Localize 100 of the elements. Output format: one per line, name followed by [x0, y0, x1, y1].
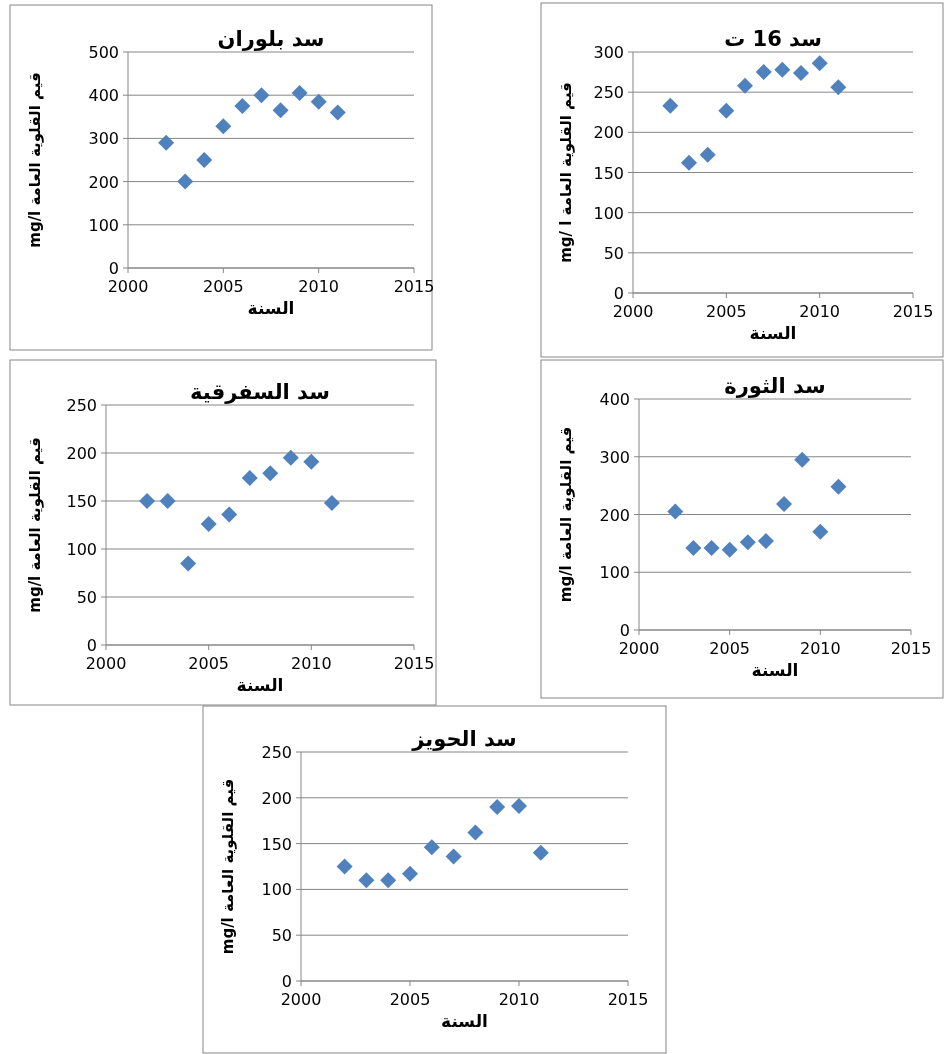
point — [774, 61, 791, 78]
y-tick-label: 400 — [599, 390, 630, 409]
y-tick-label: 300 — [88, 129, 119, 149]
x-tick-label: 2015 — [607, 990, 649, 1009]
y-tick-label: 200 — [593, 123, 624, 143]
y-tick-label: 400 — [88, 86, 119, 106]
x-tick-label: 2005 — [202, 277, 244, 296]
point — [329, 104, 346, 121]
y-tick-label: 150 — [66, 492, 97, 511]
point — [467, 824, 484, 841]
point — [272, 102, 289, 119]
point — [776, 496, 793, 513]
point — [532, 844, 549, 861]
point — [699, 146, 716, 163]
y-tick-label: 200 — [88, 172, 119, 192]
x-tick-label: 2015 — [393, 654, 435, 673]
point — [303, 453, 320, 470]
point — [662, 97, 679, 114]
point — [681, 154, 697, 171]
point — [739, 534, 756, 551]
y-axis-title: قيم القلوية العامة mg/l — [26, 72, 44, 248]
y-tick-label: 250 — [66, 396, 97, 415]
x-tick-label: 2005 — [188, 654, 230, 673]
y-axis-title: قيم القلوية العامة mg/l — [557, 426, 575, 603]
chart-title: سد السفرقية — [190, 380, 330, 404]
point — [489, 798, 506, 815]
y-tick-label: 300 — [593, 43, 624, 62]
point — [794, 451, 811, 468]
point — [200, 516, 217, 533]
y-axis-title: قيم القلوية العامة mg/l — [219, 778, 237, 955]
point — [511, 798, 527, 815]
x-tick-label: 2010 — [799, 639, 841, 658]
point — [282, 449, 299, 466]
y-tick-label: 300 — [599, 447, 630, 467]
y-tick-label: 100 — [261, 880, 292, 900]
y-axis-title: قيم القلوية العامة mg/ l — [557, 82, 575, 263]
point — [737, 77, 753, 94]
x-tick-label: 2010 — [498, 990, 540, 1009]
point — [721, 541, 738, 558]
point — [718, 102, 735, 119]
point — [221, 506, 238, 523]
chart-title: سد الثورة — [724, 374, 826, 398]
point — [262, 465, 279, 482]
y-tick-label: 150 — [593, 163, 624, 183]
x-tick-label: 2010 — [298, 277, 340, 296]
x-tick-label: 2000 — [618, 639, 660, 658]
point — [196, 152, 213, 168]
point — [445, 848, 462, 865]
x-axis-title: السنة — [751, 660, 799, 680]
point — [811, 55, 828, 72]
point — [336, 858, 353, 875]
x-axis-title: السنة — [236, 675, 284, 695]
point — [215, 118, 232, 135]
x-tick-label: 2015 — [892, 302, 934, 321]
point — [310, 93, 327, 110]
point — [757, 533, 774, 550]
point — [234, 98, 251, 114]
point — [253, 87, 270, 104]
x-tick-label: 2000 — [107, 277, 149, 296]
point — [402, 865, 418, 882]
y-tick-label: 0 — [613, 284, 624, 303]
y-tick-label: 100 — [593, 203, 624, 223]
x-tick-label: 2000 — [280, 990, 322, 1009]
point — [291, 85, 308, 102]
x-tick-label: 2010 — [799, 302, 841, 321]
y-tick-label: 150 — [261, 834, 292, 854]
y-tick-label: 250 — [593, 83, 624, 103]
point — [703, 540, 720, 556]
y-tick-label: 50 — [76, 588, 97, 607]
y-tick-label: 50 — [271, 926, 292, 946]
point — [323, 494, 340, 511]
chart-title: سد بلوران — [217, 27, 325, 51]
y-axis-title: قيم القلوية العامة mg/l — [26, 437, 44, 613]
point — [380, 872, 397, 889]
point — [812, 523, 829, 540]
y-tick-label: 200 — [66, 444, 97, 463]
point — [159, 493, 176, 509]
chart-title: سد الحويز — [411, 727, 517, 751]
point — [685, 540, 702, 556]
y-tick-label: 100 — [66, 540, 97, 559]
point — [139, 493, 156, 509]
x-tick-label: 2010 — [290, 654, 332, 673]
x-tick-label: 2005 — [389, 990, 431, 1009]
y-tick-label: 200 — [599, 505, 630, 525]
y-tick-label: 200 — [261, 788, 292, 808]
x-tick-label: 2005 — [705, 302, 747, 321]
point — [830, 79, 847, 96]
point — [158, 134, 175, 151]
x-axis-title: السنة — [749, 323, 797, 343]
point — [423, 839, 440, 856]
x-tick-label: 2000 — [85, 654, 127, 673]
point — [830, 478, 847, 495]
y-tick-label: 100 — [599, 563, 630, 583]
point — [793, 64, 809, 81]
y-tick-label: 0 — [619, 621, 630, 640]
point — [180, 555, 197, 572]
x-axis-title: السنة — [247, 298, 295, 318]
x-tick-label: 2015 — [890, 639, 932, 658]
point — [177, 173, 194, 190]
y-tick-label: 50 — [603, 243, 624, 263]
